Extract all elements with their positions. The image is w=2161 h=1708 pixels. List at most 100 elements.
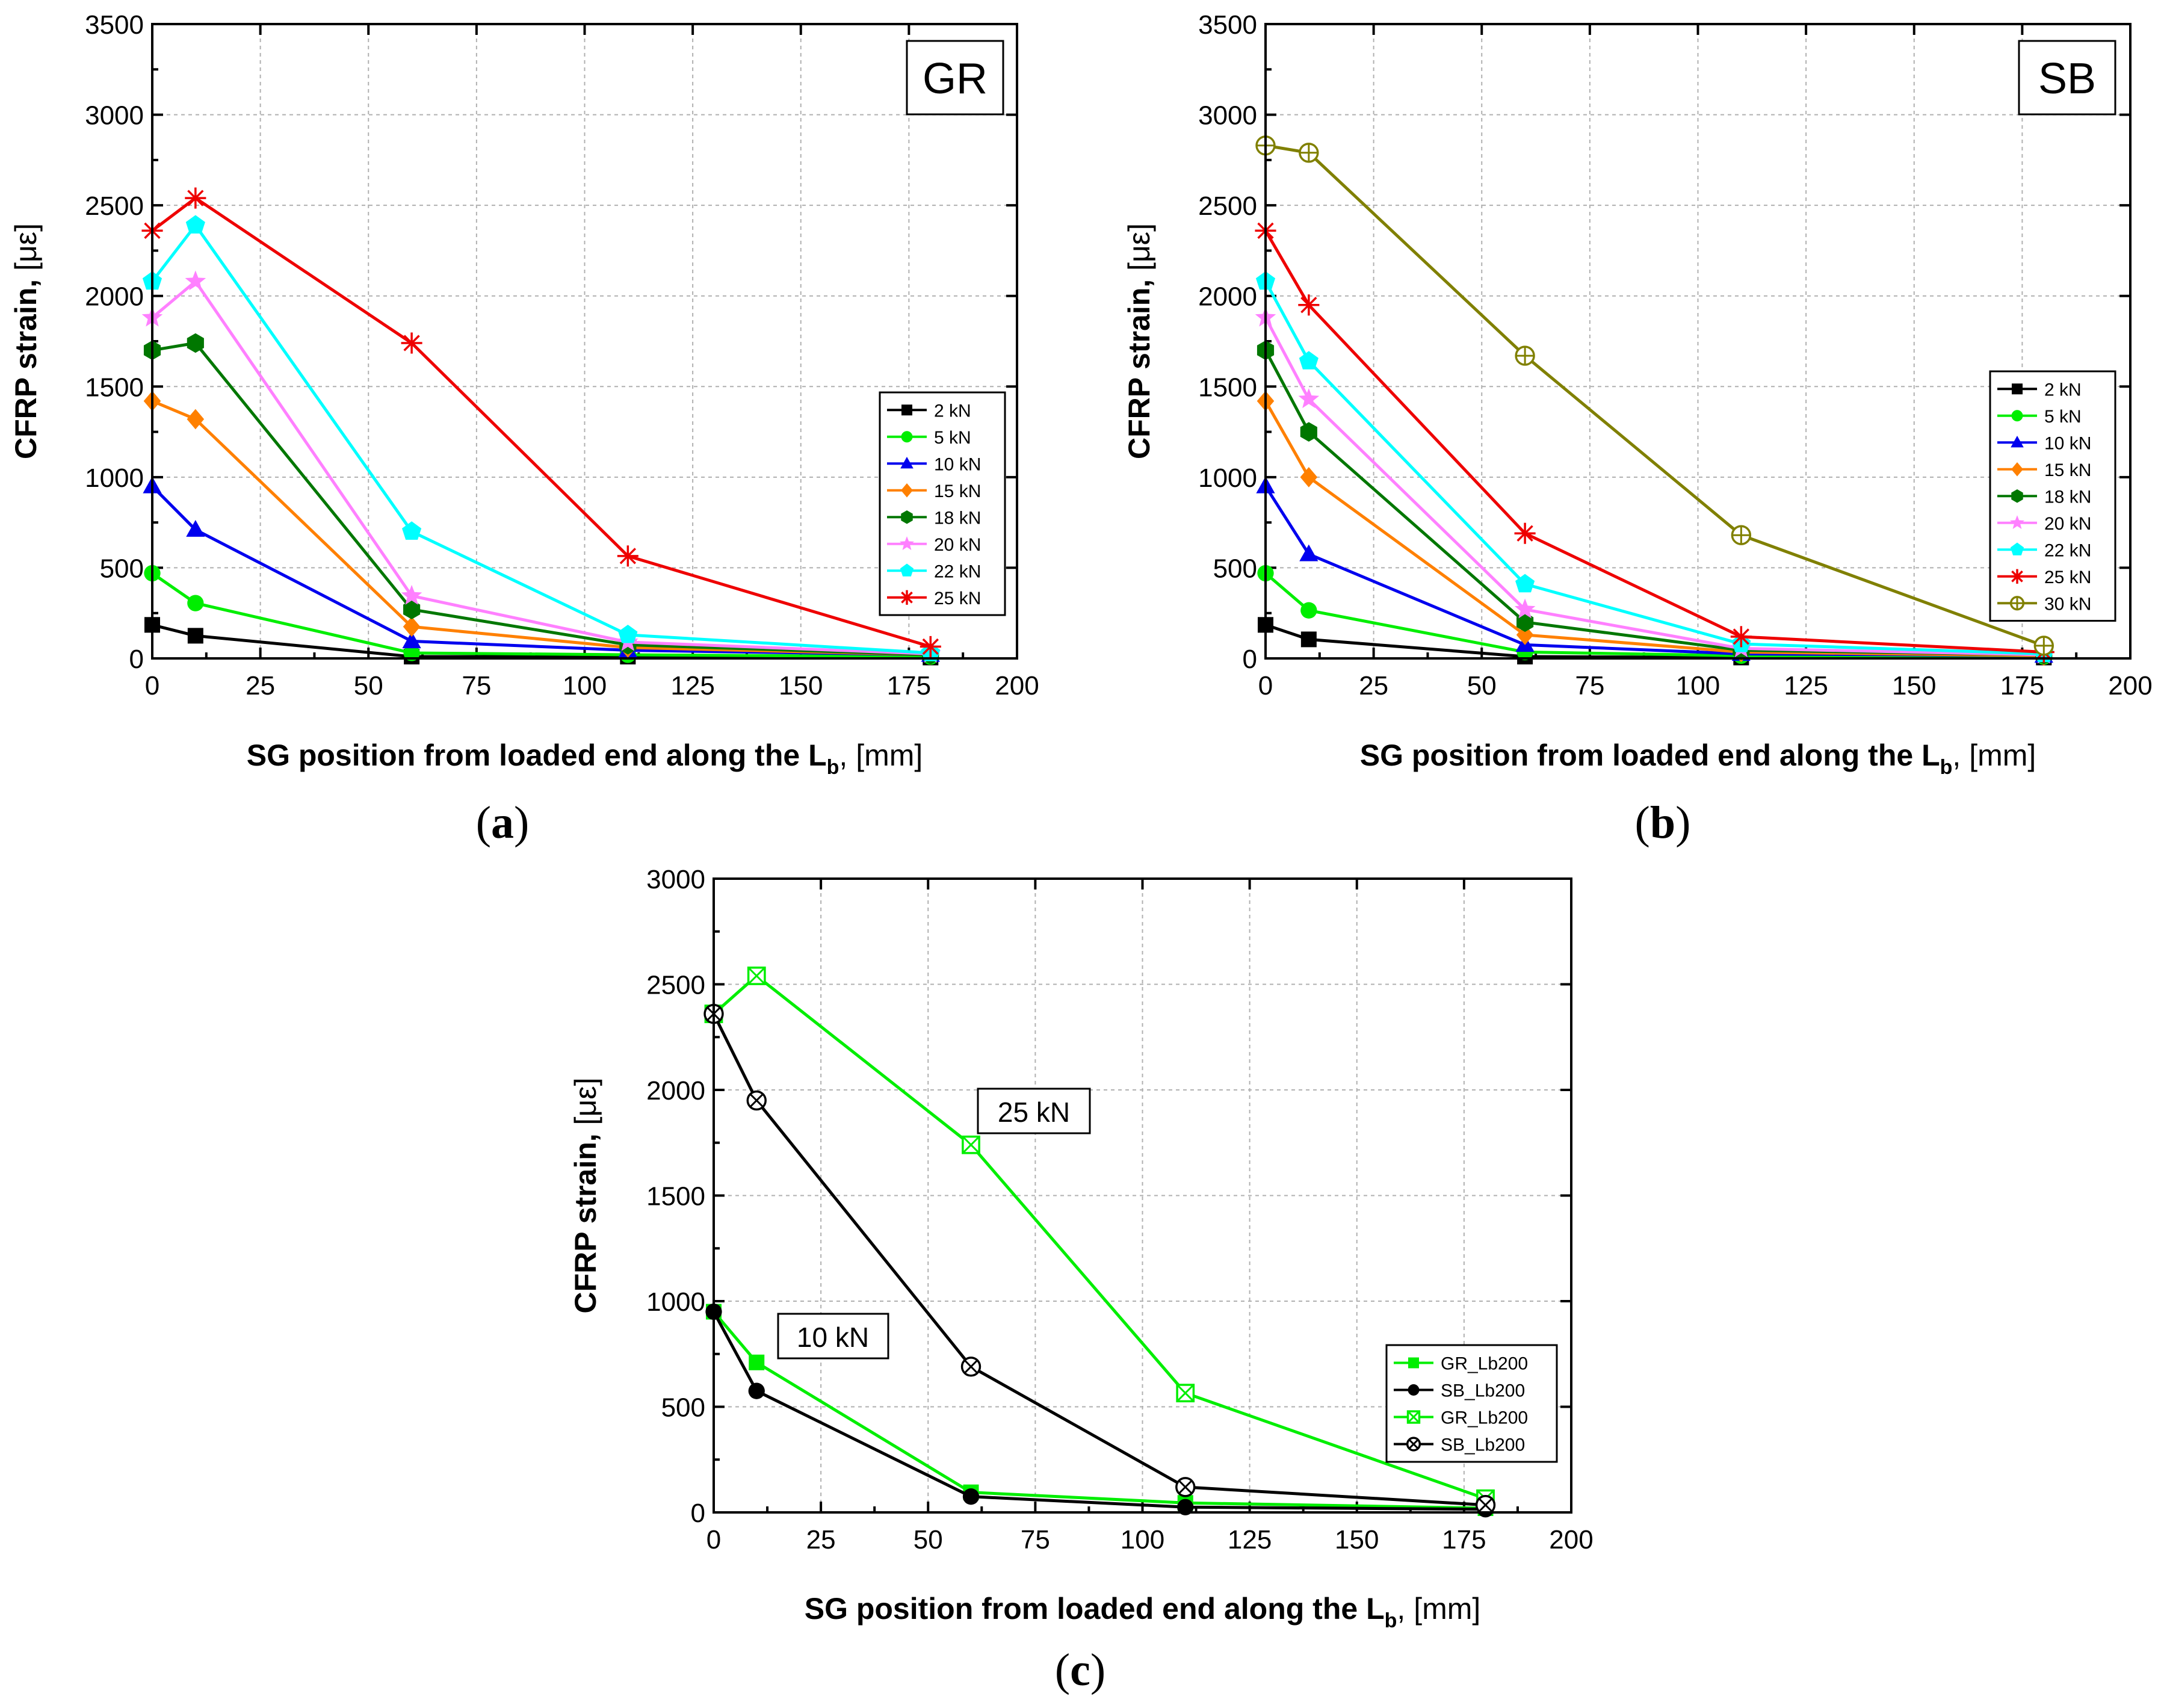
legend-box — [879, 391, 1006, 616]
legend-entry: 25 kN — [934, 589, 981, 608]
x-tick-label: 100 — [1121, 1525, 1164, 1555]
x-tick-label: 75 — [1575, 671, 1604, 701]
x-tick-label: 125 — [1228, 1525, 1272, 1555]
x-axis-label: SG position from loaded end along the Lb… — [247, 738, 923, 779]
data-point — [1514, 598, 1536, 619]
y-tick-label: 500 — [661, 1393, 705, 1423]
legend-entry: 20 kN — [934, 535, 981, 555]
legend-marker — [2009, 596, 2025, 611]
legend-entry: 2 kN — [934, 401, 971, 421]
x-tick-label: 0 — [706, 1525, 721, 1555]
y-tick-label: 1000 — [85, 463, 144, 493]
panel-tag-box — [906, 40, 1004, 116]
x-tick-label: 100 — [1676, 671, 1720, 701]
x-tick-label: 25 — [1359, 671, 1388, 701]
y-tick-label: 1500 — [85, 373, 144, 402]
x-tick-label: 50 — [1467, 671, 1497, 701]
y-tick-label: 0 — [691, 1499, 705, 1528]
x-tick-label: 175 — [2000, 671, 2044, 701]
data-point — [185, 187, 206, 209]
data-point — [403, 645, 420, 661]
legend-entry: 15 kN — [934, 481, 981, 501]
annotation-label: 10 kN — [797, 1322, 869, 1353]
data-point — [617, 545, 638, 567]
data-point — [1299, 351, 1319, 370]
x-tick-label: 125 — [670, 671, 714, 701]
axis-frame — [151, 23, 1018, 660]
legend-marker — [900, 536, 914, 550]
data-point — [962, 1488, 980, 1505]
annotation-label: 25 kN — [998, 1097, 1070, 1128]
legend-entry: 2 kN — [2044, 380, 2082, 400]
legend-marker — [901, 431, 913, 443]
legend-entry: 5 kN — [2044, 407, 2082, 427]
series-7 — [142, 215, 941, 661]
y-tick-label: 500 — [100, 554, 144, 583]
y-tick-label: 500 — [1213, 554, 1257, 583]
y-tick-label: 3000 — [85, 101, 144, 131]
data-point — [185, 270, 206, 291]
data-point — [1731, 525, 1752, 545]
panel-tag: SB — [2038, 55, 2096, 103]
x-tick-label: 200 — [995, 671, 1039, 701]
legend-marker — [2012, 383, 2023, 395]
data-point — [748, 1382, 765, 1399]
y-tick-label: 1000 — [646, 1287, 705, 1317]
data-point — [1516, 612, 1534, 633]
data-point — [962, 1135, 980, 1154]
legend-entry: 10 kN — [2044, 433, 2091, 453]
data-point — [1300, 466, 1318, 487]
series-4 — [703, 1003, 1496, 1515]
y-tick-label: 2500 — [1198, 191, 1257, 221]
data-point — [749, 1354, 765, 1370]
data-point — [1176, 1384, 1195, 1403]
x-axis-label: SG position from loaded end along the Lb… — [1360, 738, 2036, 779]
data-point — [187, 333, 204, 353]
legend-marker — [900, 563, 914, 577]
data-point — [920, 636, 941, 657]
legend-marker — [2011, 410, 2023, 422]
data-point — [1299, 544, 1319, 562]
data-point — [1298, 388, 1320, 409]
x-tick-label: 175 — [1442, 1525, 1486, 1555]
legend-marker — [2011, 462, 2023, 477]
y-tick-label: 3500 — [1198, 10, 1257, 40]
data-point — [1730, 626, 1752, 648]
x-tick-label: 200 — [2108, 671, 2152, 701]
legend-entry: 5 kN — [934, 428, 971, 448]
data-point — [618, 624, 638, 643]
annotation-box — [977, 1088, 1091, 1134]
data-point — [402, 631, 421, 649]
data-point — [402, 521, 422, 540]
x-tick-label: 0 — [145, 671, 159, 701]
y-tick-label: 1000 — [1198, 463, 1257, 493]
data-point — [746, 1090, 767, 1111]
y-tick-label: 0 — [1243, 645, 1257, 674]
y-axis-label: CFRP strain, [με] — [1122, 223, 1156, 459]
legend-entry: 22 kN — [934, 562, 981, 581]
x-tick-label: 25 — [806, 1525, 836, 1555]
data-point — [1175, 1477, 1196, 1497]
y-tick-label: 2500 — [646, 971, 705, 1000]
x-tick-label: 75 — [462, 671, 491, 701]
data-point — [187, 628, 203, 644]
data-point — [1300, 602, 1317, 619]
data-point — [403, 599, 421, 619]
y-axis-label: CFRP strain, [με] — [9, 223, 43, 459]
y-tick-label: 1500 — [646, 1182, 705, 1211]
x-tick-label: 50 — [914, 1525, 943, 1555]
legend-marker — [1408, 1384, 1420, 1396]
data-point — [186, 519, 205, 537]
legend-entry: 22 kN — [2044, 540, 2091, 560]
y-tick-label: 3500 — [85, 10, 144, 40]
y-tick-label: 2500 — [85, 191, 144, 221]
data-point — [1298, 294, 1320, 316]
legend-marker — [2009, 569, 2025, 584]
y-tick-label: 3000 — [1198, 101, 1257, 131]
y-tick-label: 2000 — [646, 1076, 705, 1106]
y-tick-label: 3000 — [646, 865, 705, 894]
x-tick-label: 100 — [563, 671, 607, 701]
data-point — [2033, 636, 2054, 656]
series-5 — [143, 333, 939, 665]
